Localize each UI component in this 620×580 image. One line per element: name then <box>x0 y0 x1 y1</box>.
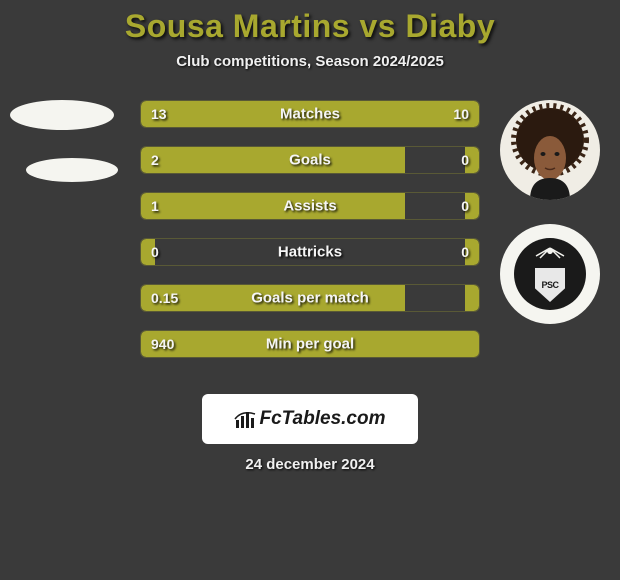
comparison-card: Sousa Martins vs Diaby Club competitions… <box>0 0 620 473</box>
left-player-column <box>10 100 120 210</box>
right-player-avatar <box>500 100 600 200</box>
metric-bar-left <box>141 285 405 311</box>
metric-bars: 1310Matches 20Goals 10Assists 00Hattricks 0.… <box>140 100 480 376</box>
metric-bar-left <box>141 147 405 173</box>
subtitle: Club competitions, Season 2024/2025 <box>0 53 620 70</box>
eagle-wings-icon <box>526 246 574 260</box>
metric-bar-left <box>141 193 405 219</box>
metric-row: 20Goals <box>140 146 480 174</box>
metric-row: 00Hattricks <box>140 238 480 266</box>
source-logo-label: FcTables.com <box>259 408 385 430</box>
club-badge-inner: PSC <box>514 238 586 310</box>
left-club-badge-placeholder <box>26 158 118 182</box>
metric-bar-right <box>465 147 479 173</box>
metric-bar-right <box>332 101 479 127</box>
left-player-avatar-placeholder <box>10 100 114 130</box>
club-shield-icon: PSC <box>535 268 565 302</box>
right-club-badge: PSC <box>500 224 600 324</box>
comparison-area: 1310Matches 20Goals 10Assists 00Hattricks 0.… <box>0 100 620 390</box>
metric-row: 1310Matches <box>140 100 480 128</box>
player-portrait-icon <box>500 100 600 200</box>
metric-bar-right <box>465 193 479 219</box>
source-logo-text: FcTables.com <box>234 408 385 430</box>
club-shield-text: PSC <box>541 280 558 290</box>
metric-bar-left <box>141 239 155 265</box>
metric-row: 940Min per goal <box>140 330 480 358</box>
metric-bar-left <box>141 101 332 127</box>
source-logo: FcTables.com <box>202 394 418 444</box>
page-title: Sousa Martins vs Diaby <box>0 8 620 45</box>
metric-bar-right <box>465 285 479 311</box>
metric-bar-right <box>465 239 479 265</box>
bars-chart-icon <box>234 408 256 430</box>
metric-label: Hattricks <box>141 244 479 261</box>
metric-bar-left <box>141 331 479 357</box>
metric-row: 10Assists <box>140 192 480 220</box>
right-player-column: PSC <box>500 100 610 324</box>
metric-row: 0.15Goals per match <box>140 284 480 312</box>
snapshot-date: 24 december 2024 <box>0 456 620 473</box>
